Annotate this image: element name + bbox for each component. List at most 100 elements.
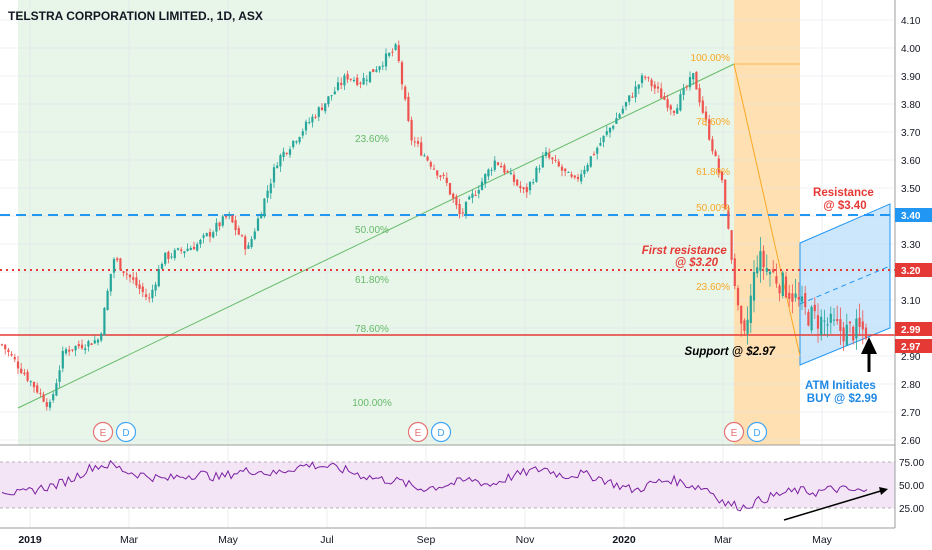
candle-body — [458, 204, 461, 215]
price-tag-label: 2.99 — [901, 325, 921, 336]
candle-body — [160, 263, 164, 269]
candle-body — [544, 151, 548, 157]
candle-body — [231, 215, 234, 223]
time-tick-label: May — [812, 534, 833, 546]
candle-body — [749, 295, 752, 324]
candle-body — [512, 174, 516, 182]
candle-body — [218, 222, 221, 227]
candle-body — [669, 105, 672, 110]
candle-body — [717, 158, 720, 173]
candle-body — [759, 251, 762, 272]
candle-body — [64, 349, 68, 354]
event-circle[interactable] — [92, 421, 114, 443]
candle-body — [480, 181, 484, 190]
annotation-resistance-320-line2: @ $3.20 — [675, 257, 719, 269]
candle-body — [855, 318, 858, 339]
candle-body — [343, 75, 346, 86]
event-label: D — [753, 428, 760, 439]
candle-body — [413, 141, 416, 143]
time-tick-label: Mar — [120, 534, 139, 546]
candle-body — [240, 235, 244, 237]
candle-body — [599, 142, 602, 146]
candle-body — [452, 193, 455, 199]
candle-body — [448, 183, 452, 195]
candle-body — [592, 154, 596, 156]
candle-body — [372, 69, 375, 73]
candle-body — [484, 173, 487, 184]
candle-body — [87, 341, 90, 347]
candle-body — [4, 344, 7, 350]
candle-body — [170, 256, 173, 258]
candle-body — [116, 258, 119, 261]
candle-body — [384, 53, 388, 67]
candle-body — [55, 383, 58, 396]
candle-body — [20, 368, 23, 374]
event-circle[interactable] — [723, 421, 745, 443]
candle-body — [477, 190, 480, 194]
candle-body — [442, 174, 445, 177]
candle-body — [762, 250, 765, 268]
candle-body — [778, 285, 781, 294]
time-tick-label: May — [218, 534, 239, 546]
candle-body — [445, 177, 448, 184]
candle-body — [189, 247, 192, 251]
candle-body — [503, 165, 506, 173]
candle-body — [820, 316, 823, 335]
event-circle[interactable] — [746, 421, 768, 443]
candle-body — [407, 96, 410, 121]
candle-body — [618, 114, 621, 118]
candle-body — [45, 402, 48, 407]
candle-body — [346, 74, 349, 80]
candle-body — [253, 231, 256, 239]
rsi-divergence-arrowhead — [879, 487, 888, 495]
candle-body — [823, 320, 826, 322]
green-zone — [18, 0, 734, 445]
candle-body — [685, 86, 688, 88]
candle-body — [810, 306, 813, 331]
rsi-tick-label: 25.00 — [899, 504, 924, 515]
candle-body — [244, 236, 247, 250]
candle-body — [615, 118, 618, 124]
candle-body — [714, 151, 717, 157]
candle-body — [288, 149, 292, 155]
candle-body — [650, 79, 653, 87]
candle-body — [128, 274, 132, 278]
candle-body — [576, 176, 580, 180]
candle-body — [519, 185, 522, 189]
chart-title: TELSTRA CORPORATION LIMITED., 1D, ASX — [8, 9, 263, 23]
event-circle[interactable] — [407, 421, 429, 443]
candle-body — [602, 135, 605, 143]
annotation-support-297: Support @ $2.97 — [685, 346, 776, 358]
candle-body — [541, 156, 544, 168]
candle-body — [368, 71, 372, 83]
candle-body — [106, 291, 109, 310]
candlestick-series — [0, 40, 868, 411]
price-tick-label: 2.90 — [901, 352, 921, 363]
candle-body — [736, 287, 740, 306]
candle-body — [426, 156, 429, 161]
fib-labels: 23.60% 50.00% 61.80% 78.60% 100.00% 100.00% 78… — [352, 53, 730, 409]
candle-body — [538, 168, 541, 170]
event-circle[interactable] — [430, 421, 452, 443]
event-circle[interactable] — [115, 421, 137, 443]
price-tag-box — [895, 208, 932, 222]
fib-green-label: 50.00% — [355, 225, 389, 236]
rsi-divergence-line — [783, 489, 885, 521]
candle-body — [356, 77, 359, 85]
candle-body — [791, 293, 794, 302]
fib-green-label: 100.00% — [352, 398, 392, 409]
candle-body — [266, 190, 269, 198]
fib-orange-label: 50.00% — [696, 203, 730, 214]
candle-body — [304, 121, 308, 131]
candle-body — [660, 88, 663, 99]
candle-body — [141, 286, 144, 293]
price-tag-box — [895, 322, 932, 336]
fib-green-label: 61.80% — [355, 275, 389, 286]
candle-body — [327, 96, 330, 105]
candle-body — [644, 76, 647, 78]
candle-body — [727, 210, 730, 229]
candle-body — [564, 168, 567, 172]
candle-body — [746, 319, 749, 334]
candle-body — [176, 248, 180, 250]
candle-body — [794, 293, 797, 298]
